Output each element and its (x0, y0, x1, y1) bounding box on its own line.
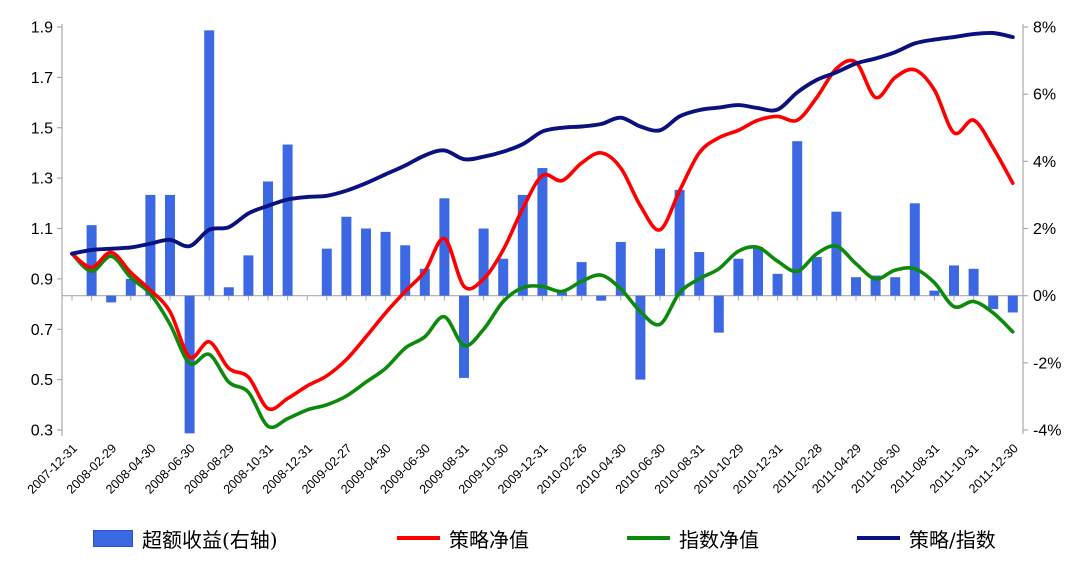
y-axis-left-tick: 1.3 (31, 171, 53, 188)
y-axis-right-tick: 0% (1033, 288, 1056, 305)
excess-return-bar (341, 216, 352, 296)
excess-return-bar (870, 275, 881, 296)
excess-return-bar (615, 241, 626, 296)
excess-return-bar (674, 189, 685, 296)
excess-return-bar (557, 292, 567, 296)
excess-return-bar (263, 181, 273, 296)
excess-return-bar (753, 246, 763, 296)
excess-return-bar (949, 265, 959, 296)
y-axis-right-tick: -4% (1033, 423, 1061, 440)
index-nav-line (70, 244, 1015, 430)
excess-return-bar (86, 225, 97, 296)
excess-return-bar (400, 245, 411, 296)
excess-return-bar (713, 295, 724, 333)
excess-return-bar (694, 252, 705, 296)
legend-item-index-nav: 指数净值 (627, 523, 759, 553)
excess-return-bar (655, 248, 665, 296)
excess-return-bar (165, 194, 175, 296)
excess-return-bar (537, 168, 548, 296)
strategy-nav-swatch (397, 536, 440, 540)
y-axis-left-tick: 1.1 (31, 221, 53, 238)
y-axis-left-tick: 1.7 (31, 70, 53, 87)
excess-return-bar (419, 268, 430, 296)
excess-return-bar (635, 295, 646, 380)
legend: 超额收益(右轴) 策略净值 指数净值 策略/指数 (0, 523, 1086, 559)
excess-return-bar (890, 277, 901, 296)
excess-return-bar (988, 295, 999, 310)
excess-return-bar (361, 228, 371, 296)
excess-return-bar (851, 277, 861, 296)
y-axis-right-tick: 8% (1033, 20, 1056, 37)
y-axis-left-tick: 0.3 (31, 423, 53, 440)
y-axis-right-tick: 6% (1033, 87, 1056, 104)
excess-return-bar (733, 258, 744, 296)
excess-return-bar (792, 141, 803, 296)
legend-label-index-nav: 指数净值 (679, 527, 759, 552)
excess-return-bar (811, 257, 822, 296)
excess-return-bar (380, 231, 391, 296)
y-axis-left-tick: 0.9 (31, 271, 53, 288)
strategy-index-ratio-line (70, 30, 1015, 256)
excess-return-bar (772, 273, 783, 296)
excess-return-bar (517, 194, 528, 296)
excess-return-swatch (93, 529, 133, 547)
excess-return-bar (596, 295, 607, 301)
legend-item-excess-return: 超额收益(右轴) (93, 523, 278, 553)
excess-return-bar (459, 295, 469, 378)
y-axis-left-tick: 1.5 (31, 120, 53, 137)
y-axis-left-tick: 0.7 (31, 322, 53, 339)
y-axis-right-tick: -2% (1033, 355, 1061, 372)
legend-item-strategy-index-ratio: 策略/指数 (857, 523, 996, 553)
excess-return-bar (223, 287, 234, 296)
y-axis-right-tick: 2% (1033, 221, 1056, 238)
nav-lines (70, 30, 1015, 430)
excess-return-bar (1007, 295, 1018, 313)
y-axis-left-tick: 1.9 (31, 20, 53, 37)
legend-label-strategy-nav: 策略净值 (449, 527, 529, 552)
legend-item-strategy-nav: 策略净值 (397, 523, 529, 553)
excess-return-bar (243, 255, 254, 296)
legend-label-excess-return: 超额收益(右轴) (142, 527, 278, 552)
legend-label-strategy-index-ratio: 策略/指数 (909, 527, 996, 552)
y-axis-right-tick: 4% (1033, 154, 1056, 171)
excess-return-bar (929, 290, 940, 296)
excess-return-bars (86, 30, 1018, 434)
excess-return-bar (439, 198, 450, 296)
excess-return-bar (968, 268, 979, 296)
excess-return-bar (498, 258, 509, 296)
excess-return-bar (204, 30, 215, 296)
excess-return-bar (125, 278, 136, 296)
excess-return-bar (321, 248, 332, 296)
excess-return-bar (106, 295, 117, 303)
strategy-index-ratio-swatch (857, 536, 900, 540)
excess-return-bar (478, 228, 489, 296)
y-axis-left-tick: 0.5 (31, 372, 53, 389)
excess-return-bar (282, 144, 293, 296)
excess-return-bar (831, 211, 842, 296)
excess-return-bar (909, 203, 920, 296)
excess-return-bar (576, 262, 587, 296)
index-nav-swatch (627, 536, 670, 540)
